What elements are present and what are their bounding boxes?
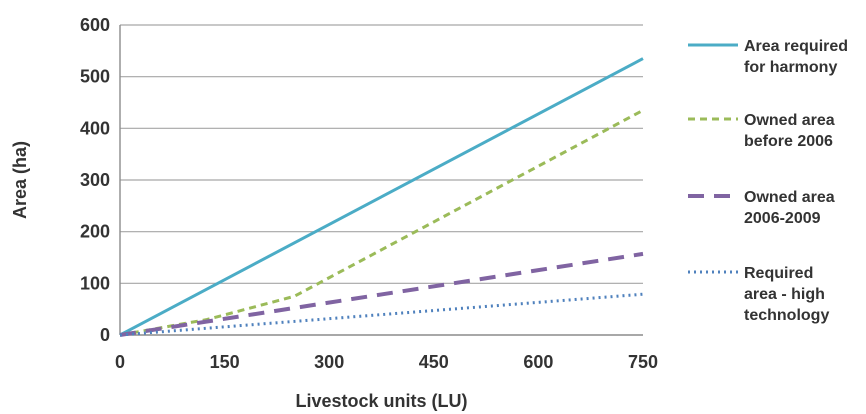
y-tick-label: 100	[80, 273, 110, 293]
x-tick-label: 600	[523, 352, 553, 372]
legend-label: Area required for harmony	[744, 38, 848, 76]
x-tick-label: 300	[314, 352, 344, 372]
tick-labels: 0 100 200 300 400 500 600 0 150 300 450 600 750	[80, 15, 658, 372]
series-line-4	[119, 292, 644, 337]
legend-label: Owned area 2006-2009	[744, 189, 835, 227]
legend-item-1: Area required for harmony	[688, 38, 848, 76]
axes	[119, 25, 643, 336]
x-tick-label: 750	[628, 352, 658, 372]
series-line-1	[119, 57, 644, 337]
grid-lines	[120, 24, 643, 284]
x-axis-title: Livestock units (LU)	[295, 391, 467, 411]
x-tick-label: 150	[210, 352, 240, 372]
y-tick-label: 400	[80, 118, 110, 138]
x-tick-label: 0	[115, 352, 125, 372]
y-tick-label: 0	[100, 325, 110, 345]
legend: Area required for harmony Owned area before…	[688, 38, 848, 324]
series-line-3	[119, 251, 644, 337]
series-line-2	[119, 108, 644, 337]
y-tick-label: 300	[80, 170, 110, 190]
legend-item-2: Owned area before 2006	[688, 112, 835, 150]
legend-label: Owned area before 2006	[744, 112, 835, 150]
legend-item-3: Owned area 2006-2009	[688, 189, 835, 227]
y-tick-label: 600	[80, 15, 110, 35]
y-axis-title: Area (ha)	[10, 141, 30, 219]
y-tick-label: 500	[80, 67, 110, 87]
x-tick-label: 450	[419, 352, 449, 372]
series-lines	[119, 57, 644, 337]
legend-label: Required area - high technology	[744, 265, 829, 324]
legend-item-4: Required area - high technology	[688, 265, 829, 324]
y-tick-label: 200	[80, 222, 110, 242]
